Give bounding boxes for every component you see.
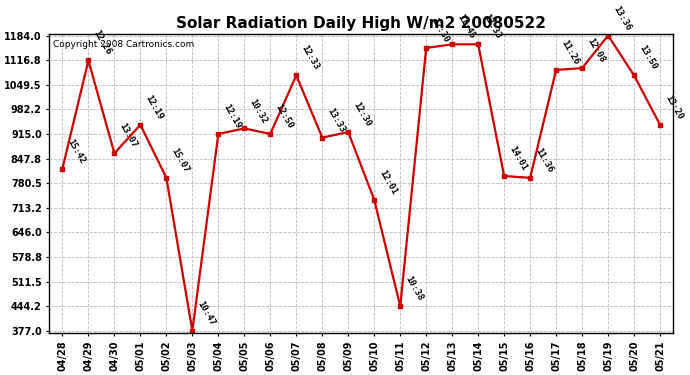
Text: 11:45: 11:45 (455, 13, 477, 40)
Text: 12:30: 12:30 (429, 16, 451, 44)
Text: 12:30: 12:30 (351, 100, 373, 129)
Text: 11:26: 11:26 (560, 39, 580, 66)
Text: 12:26: 12:26 (92, 29, 112, 57)
Title: Solar Radiation Daily High W/m2 20080522: Solar Radiation Daily High W/m2 20080522 (176, 16, 546, 31)
Text: 10:38: 10:38 (404, 275, 424, 303)
Text: 13:07: 13:07 (117, 122, 139, 150)
Text: 13:50: 13:50 (637, 44, 658, 72)
Text: 10:47: 10:47 (195, 299, 217, 327)
Text: 11:36: 11:36 (533, 146, 555, 174)
Text: 12:33: 12:33 (299, 44, 321, 72)
Text: 13:36: 13:36 (611, 4, 633, 32)
Text: 12:33: 12:33 (482, 13, 502, 40)
Text: 13:20: 13:20 (663, 93, 684, 121)
Text: 13:33: 13:33 (326, 106, 346, 134)
Text: 12:19: 12:19 (144, 93, 165, 121)
Text: 14:01: 14:01 (507, 145, 529, 172)
Text: 12:08: 12:08 (585, 37, 607, 64)
Text: 12:01: 12:01 (377, 168, 399, 196)
Text: 15:07: 15:07 (170, 146, 190, 174)
Text: 12:50: 12:50 (273, 102, 295, 130)
Text: 15:42: 15:42 (66, 137, 87, 165)
Text: 10:32: 10:32 (248, 97, 268, 125)
Text: Copyright 2008 Cartronics.com: Copyright 2008 Cartronics.com (52, 40, 194, 49)
Text: 12:19: 12:19 (221, 102, 243, 130)
